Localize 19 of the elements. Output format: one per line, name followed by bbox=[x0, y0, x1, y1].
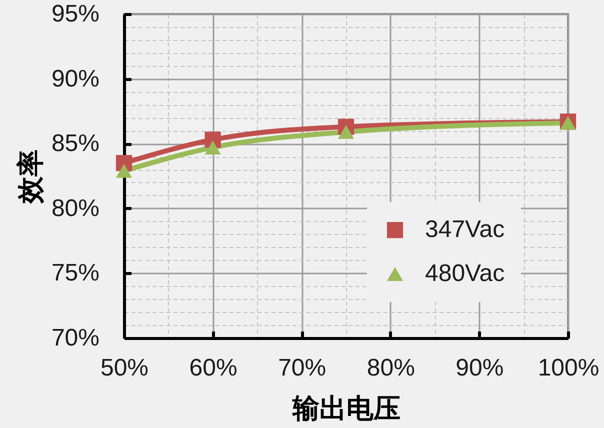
point bbox=[204, 140, 221, 154]
y-tick-label: 85% bbox=[51, 130, 100, 158]
x-tick-label: 50% bbox=[100, 354, 149, 382]
y-tick-label: 70% bbox=[51, 324, 100, 352]
legend-label: 347Vac bbox=[425, 216, 505, 243]
y-tick-label: 95% bbox=[51, 0, 100, 28]
point bbox=[116, 164, 132, 178]
x-tick-label: 60% bbox=[189, 354, 238, 382]
x-tick-label: 100% bbox=[538, 354, 600, 382]
y-tick-label: 90% bbox=[51, 65, 100, 92]
x-tick-label: 80% bbox=[366, 354, 415, 382]
legend-label: 480Vac bbox=[425, 260, 505, 287]
x-tick-label: 70% bbox=[278, 354, 326, 382]
x-tick-label: 90% bbox=[456, 354, 504, 382]
point bbox=[338, 124, 354, 139]
y-tick-label: 80% bbox=[51, 194, 100, 222]
x-axis-title: 输出电压 bbox=[292, 394, 400, 424]
y-tick-label: 75% bbox=[51, 260, 100, 287]
y-axis-title: 效率 bbox=[15, 150, 46, 204]
